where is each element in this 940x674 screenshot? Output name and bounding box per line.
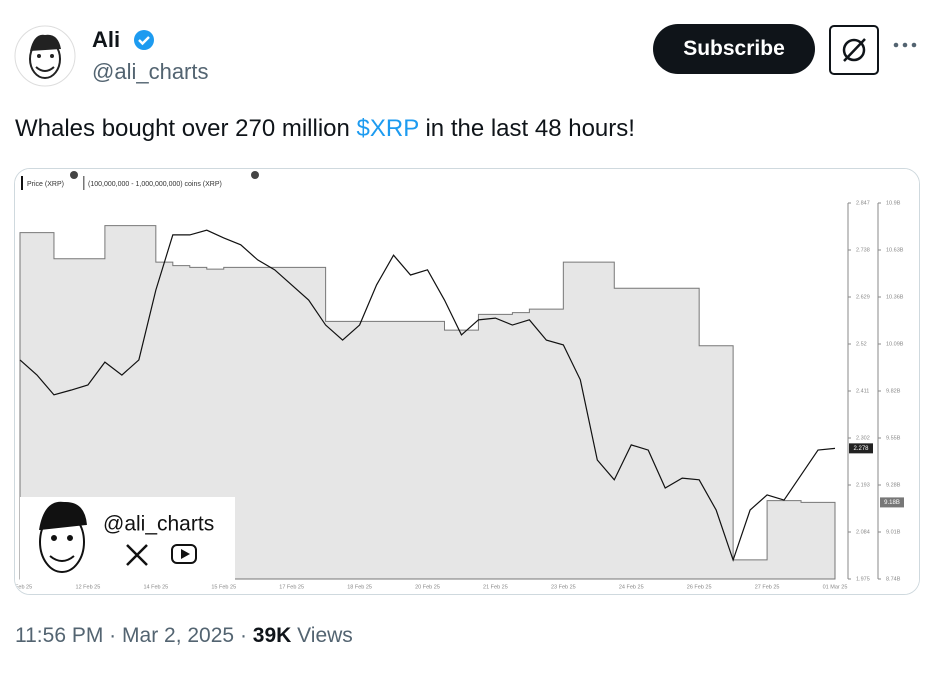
- youtube-icon: [171, 544, 197, 564]
- author-handle[interactable]: @ali_charts: [92, 59, 209, 84]
- brand-handle: @ali_charts: [103, 513, 214, 536]
- x-tick-label: 23 Feb 25: [551, 584, 576, 590]
- legend-marker: [21, 176, 23, 190]
- y2-tick-label: 10.63B: [886, 247, 904, 253]
- views-count: 39K: [252, 624, 292, 647]
- subscribe-button[interactable]: Subscribe: [653, 24, 815, 74]
- x-tick-label: 12 Feb 25: [76, 584, 101, 590]
- views-label: Views: [297, 624, 353, 647]
- current-value: 2.278: [853, 446, 869, 452]
- separator: ·: [239, 624, 247, 647]
- more-button[interactable]: [892, 40, 918, 50]
- x-tick-label: 01 Mar 25: [823, 584, 848, 590]
- x-tick-label: 26 Feb 25: [687, 584, 712, 590]
- avatar[interactable]: [14, 25, 76, 87]
- current-badge: [880, 497, 904, 508]
- cashtag[interactable]: $XRP: [356, 115, 419, 142]
- y-tick-label: 2.52: [856, 341, 867, 347]
- current-badge: [849, 443, 873, 454]
- legend-close: [251, 171, 259, 179]
- x-tick-label: 11 Feb 25: [15, 584, 32, 590]
- grok-button[interactable]: [829, 25, 879, 75]
- y2-tick-label: 9.82B: [886, 388, 901, 394]
- y-tick-label: 2.629: [856, 294, 870, 300]
- legend-close: [70, 171, 78, 179]
- x-tick-label: 27 Feb 25: [755, 584, 780, 590]
- media-card[interactable]: santimentPrice (XRP)(100,000,000 - 1,000…: [14, 168, 920, 595]
- y2-tick-label: 10.36B: [886, 294, 904, 300]
- x-tick-label: 17 Feb 25: [279, 584, 304, 590]
- legend-marker: [83, 176, 85, 190]
- y2-tick-label: 9.28B: [886, 482, 901, 488]
- y2-tick-label: 10.9B: [886, 200, 901, 206]
- smile: [49, 555, 75, 562]
- tweet-footer: 11:56 PM · Mar 2, 2025 · 39K Views: [15, 624, 353, 648]
- y-tick-label: 2.847: [856, 200, 870, 206]
- y2-tick-label: 9.01B: [886, 529, 901, 535]
- chart: santimentPrice (XRP)(100,000,000 - 1,000…: [15, 169, 919, 594]
- y-tick-label: 2.084: [856, 529, 870, 535]
- x-icon: [126, 544, 148, 566]
- area: [19, 225, 836, 580]
- x-tick-label: 14 Feb 25: [143, 584, 168, 590]
- y-tick-label: 2.193: [856, 482, 870, 488]
- tweet-text: Whales bought over 270 million $XRP in t…: [15, 115, 635, 143]
- play-icon: [181, 549, 190, 559]
- y-tick-label: 2.411: [856, 388, 869, 394]
- eye: [51, 535, 57, 541]
- y2-tick-label: 9.55B: [886, 435, 901, 441]
- x-tick-label: 18 Feb 25: [347, 584, 372, 590]
- time[interactable]: 11:56 PM: [15, 624, 104, 647]
- verified-badge: [134, 30, 154, 50]
- y-tick-label: 1.975: [856, 576, 870, 582]
- x-tick-label: 15 Feb 25: [211, 584, 236, 590]
- brand-face: [39, 501, 87, 573]
- date[interactable]: Mar 2, 2025: [122, 624, 235, 647]
- author-name[interactable]: Ali: [92, 27, 121, 52]
- y2-tick-label: 10.09B: [886, 341, 904, 347]
- x-tick-label: 20 Feb 25: [415, 584, 440, 590]
- line: [19, 229, 836, 562]
- y-tick-label: 2.738: [856, 247, 870, 253]
- text: in the last 48 hours!: [418, 115, 635, 142]
- separator: ·: [109, 624, 117, 647]
- y2-tick-label: 8.74B: [886, 576, 901, 582]
- x-tick-label: 21 Feb 25: [483, 584, 508, 590]
- x-tick-label: 24 Feb 25: [619, 584, 644, 590]
- legend-label: Price (XRP): [27, 181, 64, 188]
- current-value: 9.18B: [884, 500, 900, 506]
- eye: [67, 535, 73, 541]
- legend-label: (100,000,000 - 1,000,000,000) coins (XRP…: [88, 181, 222, 188]
- hair: [39, 501, 87, 531]
- text: Whales bought over 270 million: [15, 115, 357, 142]
- y-tick-label: 2.302: [856, 435, 870, 441]
